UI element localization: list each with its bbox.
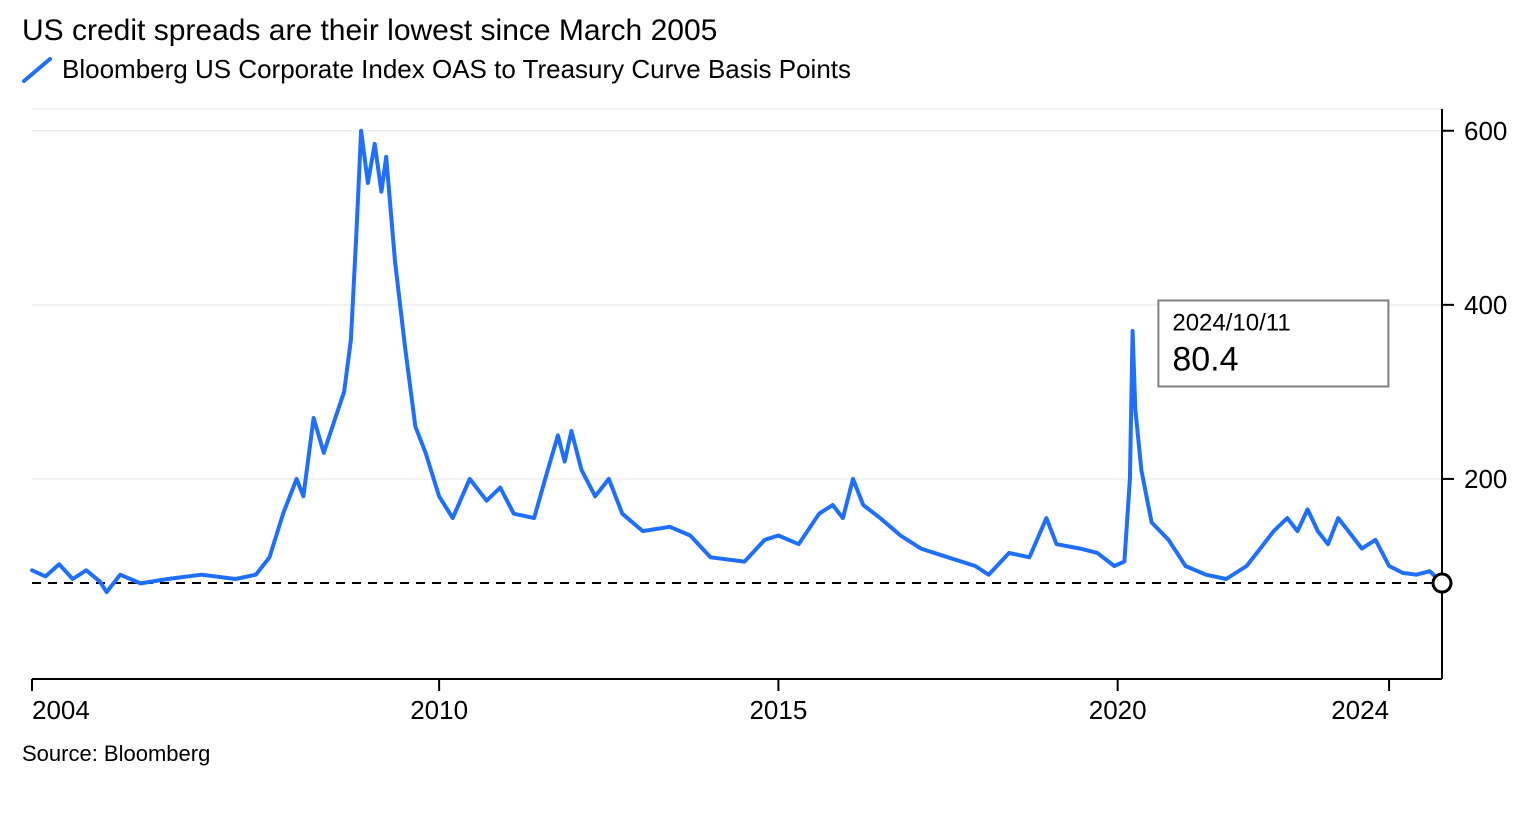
legend-line-icon	[22, 55, 52, 85]
svg-text:2010: 2010	[410, 695, 468, 725]
svg-text:2024: 2024	[1331, 695, 1389, 725]
chart-svg: 2004 2010 2015 2020 2024 200 400 600 2024/10/11 8…	[22, 93, 1515, 733]
svg-text:2024/10/11: 2024/10/11	[1172, 309, 1290, 336]
chart-container: US credit spreads are their lowest since…	[0, 0, 1537, 813]
svg-text:2020: 2020	[1089, 695, 1147, 725]
svg-text:2015: 2015	[749, 695, 807, 725]
svg-text:80.4: 80.4	[1172, 340, 1238, 378]
svg-text:400: 400	[1464, 290, 1507, 320]
svg-text:2004: 2004	[32, 695, 90, 725]
svg-text:200: 200	[1464, 464, 1507, 494]
chart-plot: 2004 2010 2015 2020 2024 200 400 600 2024/10/11 8…	[22, 93, 1515, 733]
chart-title: US credit spreads are their lowest since…	[22, 14, 1515, 48]
chart-legend: Bloomberg US Corporate Index OAS to Trea…	[22, 54, 1515, 85]
svg-text:600: 600	[1464, 116, 1507, 146]
legend-label: Bloomberg US Corporate Index OAS to Trea…	[62, 54, 851, 85]
chart-source: Source: Bloomberg	[22, 741, 1515, 767]
